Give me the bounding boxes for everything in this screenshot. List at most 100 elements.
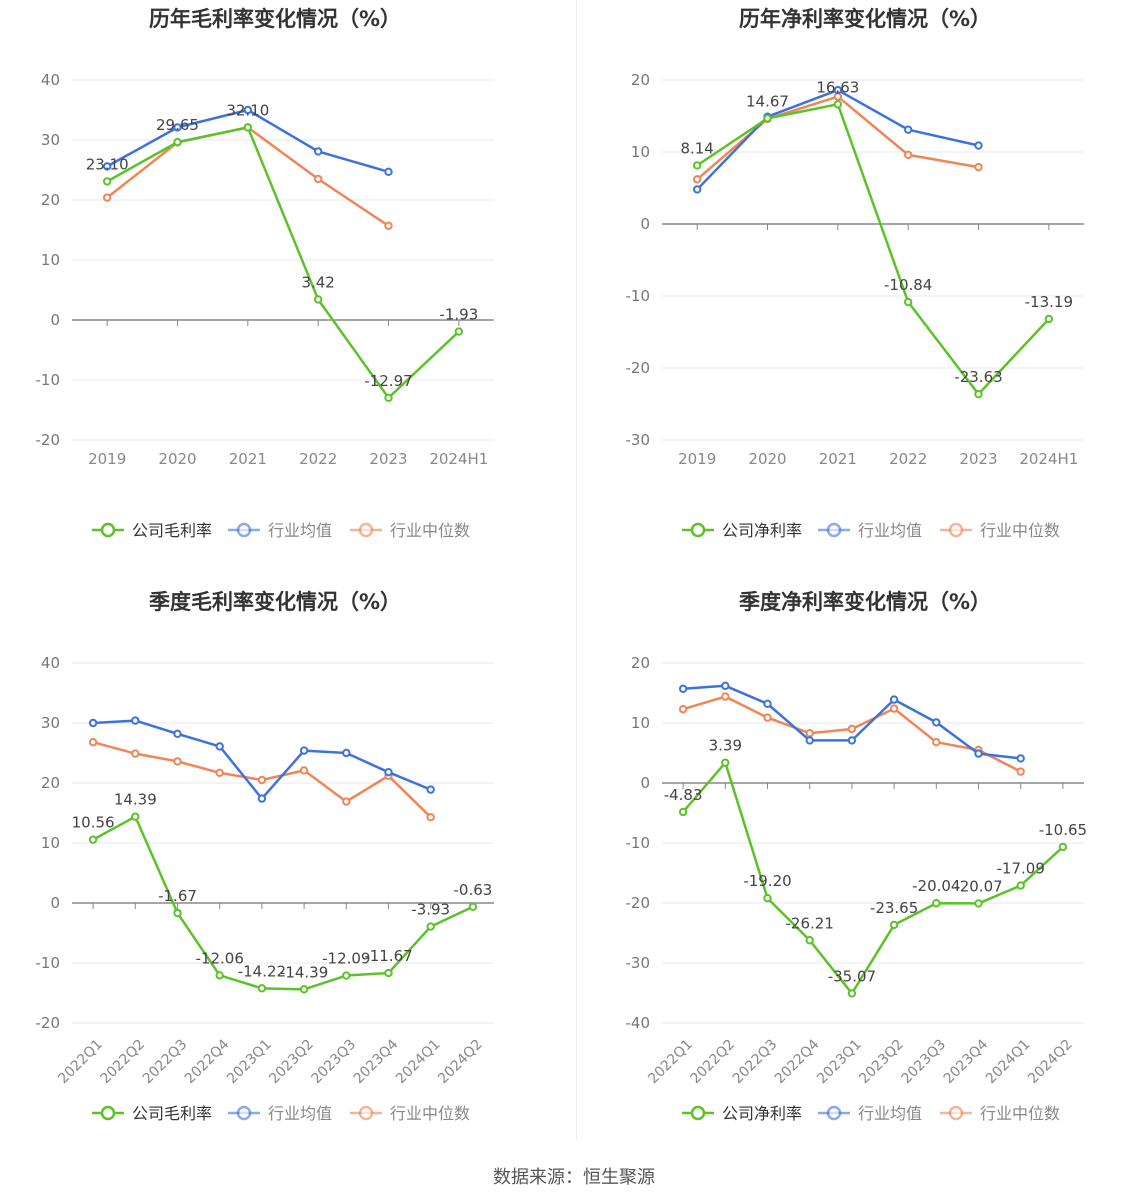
data-point[interactable] xyxy=(721,758,730,767)
data-point[interactable] xyxy=(173,729,182,739)
legend-item[interactable]: 行业均值 xyxy=(818,1104,922,1123)
data-point[interactable] xyxy=(932,738,941,747)
annual-net-margin-chart: 历年净利率变化情况（%） 20 10 0 -10 -20 -30 2019 2020 2021 20… xyxy=(590,0,1148,580)
data-point[interactable] xyxy=(257,775,267,785)
y-tick-label: 20 xyxy=(41,191,60,209)
data-point[interactable] xyxy=(102,177,112,186)
data-point[interactable] xyxy=(468,902,478,911)
data-point[interactable] xyxy=(805,729,814,738)
data-point[interactable] xyxy=(833,100,843,109)
data-point[interactable] xyxy=(102,162,112,171)
data-point[interactable] xyxy=(692,175,702,184)
data-point[interactable] xyxy=(889,695,899,704)
data-point[interactable] xyxy=(88,718,98,728)
data-point[interactable] xyxy=(1044,314,1054,324)
legend-item[interactable]: 行业中位数 xyxy=(350,1104,470,1123)
data-point[interactable] xyxy=(974,389,983,399)
data-point[interactable] xyxy=(384,167,393,177)
data-point[interactable] xyxy=(974,899,983,908)
data-point[interactable] xyxy=(678,807,688,817)
data-point[interactable] xyxy=(903,150,913,160)
data-point[interactable] xyxy=(763,894,772,903)
legend-item[interactable]: 公司净利率 xyxy=(682,1104,802,1123)
data-point[interactable] xyxy=(847,724,857,734)
legend-item[interactable]: 公司毛利率 xyxy=(92,521,212,540)
data-point[interactable] xyxy=(384,393,393,403)
legend-label: 行业均值 xyxy=(858,521,922,540)
data-point[interactable] xyxy=(889,920,899,930)
data-point[interactable] xyxy=(313,295,323,304)
data-point[interactable] xyxy=(678,684,688,694)
data-point[interactable] xyxy=(243,105,253,115)
data-point[interactable] xyxy=(384,768,393,777)
data-point[interactable] xyxy=(692,161,702,170)
data-point[interactable] xyxy=(342,748,351,758)
data-point[interactable] xyxy=(243,123,253,132)
data-point[interactable] xyxy=(1016,881,1025,890)
data-point[interactable] xyxy=(215,768,224,778)
data-point[interactable] xyxy=(847,989,857,998)
legend-item[interactable]: 行业均值 xyxy=(818,521,922,540)
legend-item[interactable]: 行业均值 xyxy=(228,521,332,540)
data-point[interactable] xyxy=(932,718,941,727)
data-point[interactable] xyxy=(257,794,267,803)
legend-item[interactable]: 行业均值 xyxy=(228,1104,332,1123)
data-point[interactable] xyxy=(131,749,140,758)
legend-item[interactable]: 公司毛利率 xyxy=(92,1104,212,1123)
data-point[interactable] xyxy=(903,297,913,307)
data-point[interactable] xyxy=(173,757,182,766)
data-point[interactable] xyxy=(384,968,393,978)
data-point[interactable] xyxy=(678,705,688,714)
legend-item[interactable]: 行业中位数 xyxy=(940,521,1060,540)
data-point[interactable] xyxy=(1058,842,1068,852)
data-point[interactable] xyxy=(763,114,772,123)
data-point[interactable] xyxy=(833,85,843,95)
data-point[interactable] xyxy=(131,716,140,725)
data-point[interactable] xyxy=(215,971,224,980)
data-point[interactable] xyxy=(173,908,182,918)
data-point[interactable] xyxy=(974,162,983,172)
data-point[interactable] xyxy=(889,704,899,713)
data-point[interactable] xyxy=(173,123,182,132)
data-point[interactable] xyxy=(299,766,309,775)
data-point[interactable] xyxy=(342,971,351,980)
data-point[interactable] xyxy=(173,137,182,147)
data-point[interactable] xyxy=(426,813,435,822)
data-point[interactable] xyxy=(426,785,435,794)
data-point[interactable] xyxy=(299,985,309,994)
data-point[interactable] xyxy=(384,221,393,231)
data-label: 14.67 xyxy=(746,92,789,110)
data-point[interactable] xyxy=(88,738,98,747)
data-point[interactable] xyxy=(903,125,913,134)
data-point[interactable] xyxy=(342,797,351,806)
data-point[interactable] xyxy=(257,984,267,993)
data-point[interactable] xyxy=(805,736,814,745)
data-point[interactable] xyxy=(847,736,857,745)
data-point[interactable] xyxy=(974,141,983,150)
data-point[interactable] xyxy=(721,692,730,701)
data-point[interactable] xyxy=(721,681,730,691)
data-point[interactable] xyxy=(805,936,814,945)
data-point[interactable] xyxy=(974,749,983,758)
x-tick-label: 2021 xyxy=(229,450,267,468)
data-point[interactable] xyxy=(1016,767,1025,776)
legend-item[interactable]: 行业中位数 xyxy=(940,1104,1060,1123)
data-point[interactable] xyxy=(102,193,112,202)
data-point[interactable] xyxy=(88,835,98,844)
data-point[interactable] xyxy=(1016,754,1025,763)
data-point[interactable] xyxy=(763,713,772,722)
data-point[interactable] xyxy=(454,327,464,336)
data-point[interactable] xyxy=(299,746,309,755)
data-point[interactable] xyxy=(215,742,224,751)
y-tick-label: -30 xyxy=(626,431,651,449)
data-point[interactable] xyxy=(932,899,941,908)
data-point[interactable] xyxy=(313,147,323,156)
data-point[interactable] xyxy=(313,174,323,184)
data-point[interactable] xyxy=(763,699,772,709)
data-point[interactable] xyxy=(426,922,435,931)
legend-item[interactable]: 公司净利率 xyxy=(682,521,802,540)
x-tick-label: 2024Q2 xyxy=(435,1037,486,1088)
data-point[interactable] xyxy=(131,812,140,821)
legend-item[interactable]: 行业中位数 xyxy=(350,521,470,540)
data-point[interactable] xyxy=(692,185,702,194)
